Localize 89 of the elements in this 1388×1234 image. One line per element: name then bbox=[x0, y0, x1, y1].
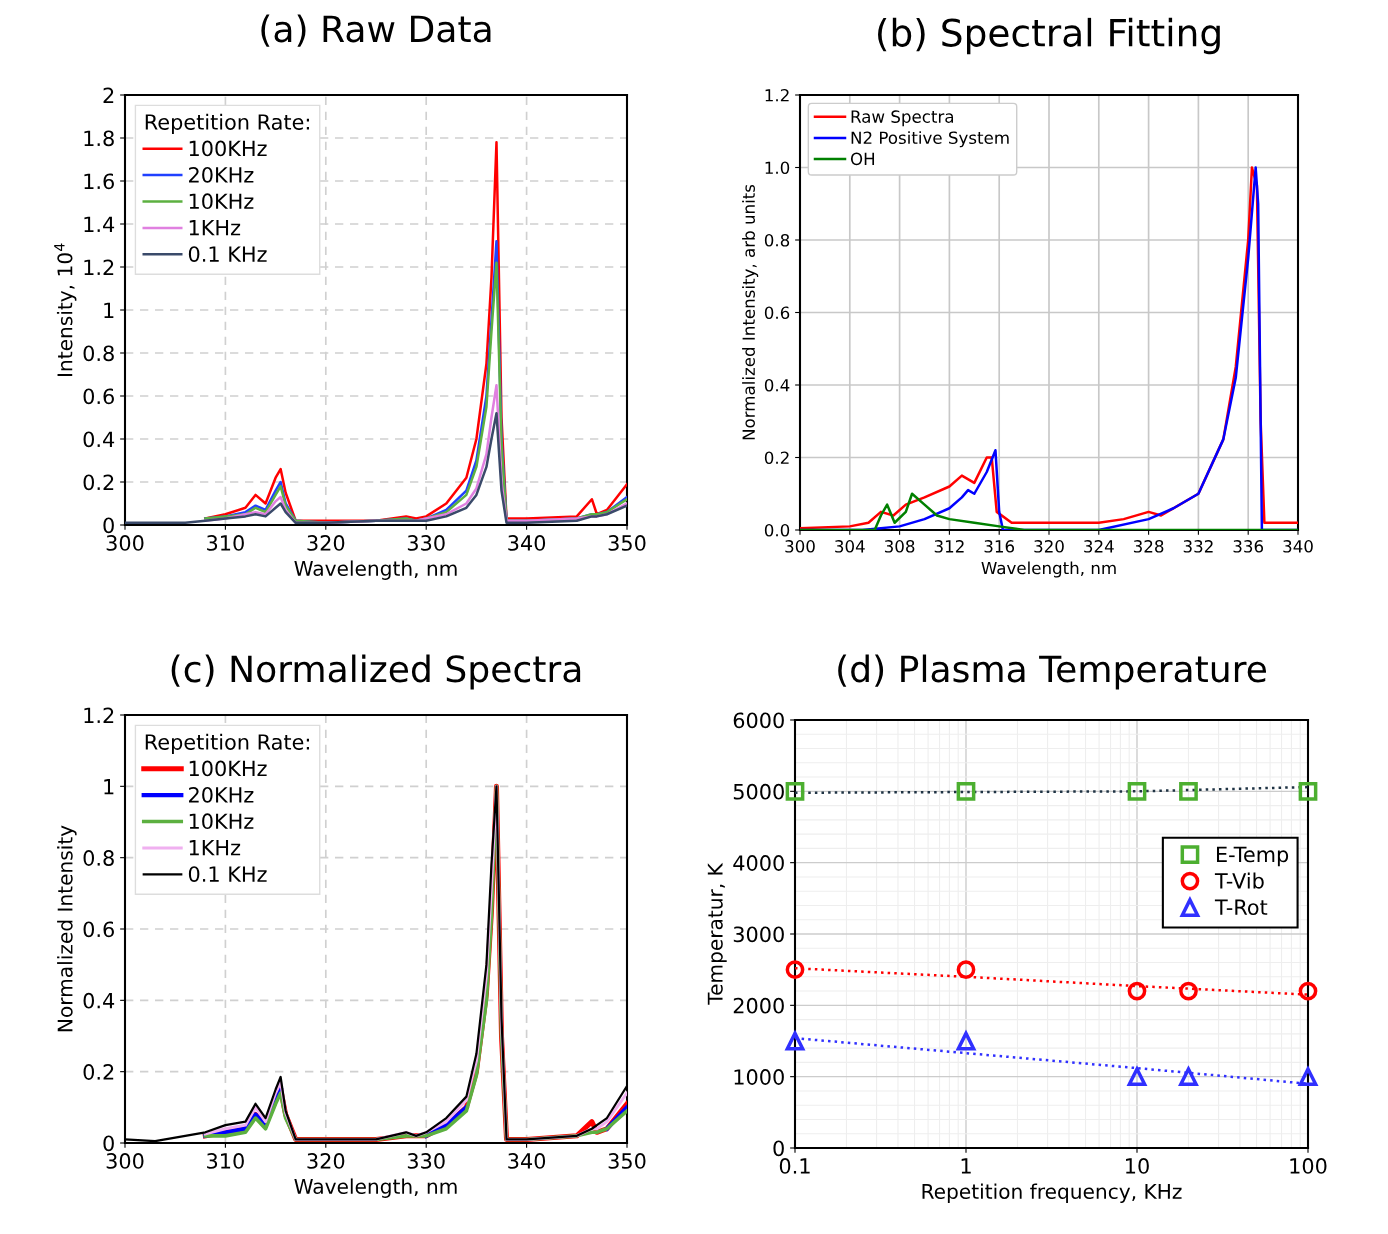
chart-title: (a) Raw Data bbox=[261, 14, 491, 47]
y-tick-label: 1.0 bbox=[765, 161, 790, 175]
legend-title: Repetition Rate: bbox=[145, 113, 309, 134]
legend-label: 1KHz bbox=[189, 220, 241, 236]
x-tick-label: 304 bbox=[835, 540, 865, 553]
legend-label: E-Temp bbox=[1216, 846, 1289, 867]
chart-title: (b) Spectral Fitting bbox=[878, 17, 1220, 55]
y-axis-title: Normalized Intensity, arb units bbox=[742, 184, 759, 440]
y-tick-label: 0.8 bbox=[83, 345, 114, 362]
legend-label: 0.1 KHz bbox=[188, 246, 267, 262]
legend-label: 10KHz bbox=[189, 193, 254, 210]
y-tick-label: 0.6 bbox=[83, 388, 114, 405]
legend-label: T-Vib bbox=[1214, 872, 1264, 889]
legend-label: 100KHz bbox=[189, 760, 267, 777]
x-tick-label: 324 bbox=[1084, 540, 1114, 553]
x-tick-label: 336 bbox=[1233, 540, 1264, 553]
x-tick-label: 320 bbox=[1034, 540, 1064, 553]
y-tick-label: 4000 bbox=[733, 855, 784, 871]
x-tick-label: 350 bbox=[608, 1153, 646, 1169]
x-tick-label: 330 bbox=[407, 1153, 445, 1169]
y-tick-label: 0.4 bbox=[83, 431, 115, 448]
x-tick-label: 316 bbox=[984, 540, 1015, 553]
x-tick-label: 310 bbox=[207, 1153, 244, 1169]
x-axis-title: Wavelength, nm bbox=[294, 560, 457, 580]
y-tick-label: 0.0 bbox=[764, 523, 790, 537]
legend-label: OH bbox=[850, 152, 875, 166]
y-tick-label: 0.6 bbox=[83, 921, 114, 938]
x-tick-label: 0.1 bbox=[779, 1158, 810, 1174]
y-tick-label: 0.6 bbox=[764, 306, 790, 320]
legend-label: T-Rot bbox=[1214, 899, 1268, 916]
x-tick-label: 340 bbox=[508, 1153, 546, 1169]
y-tick-label: 1.2 bbox=[84, 259, 114, 275]
y-tick-label: 5000 bbox=[733, 783, 784, 800]
legend-label: N2 Positive System bbox=[851, 131, 1009, 148]
y-tick-label: 1.8 bbox=[84, 130, 114, 147]
x-tick-label: 340 bbox=[508, 535, 546, 551]
legend-label: 20KHz bbox=[189, 786, 254, 803]
legend-label: 10KHz bbox=[189, 813, 254, 830]
y-tick-label: 0 bbox=[103, 1135, 114, 1152]
y-tick-label: 3000 bbox=[733, 926, 784, 943]
x-tick-label: 320 bbox=[307, 1153, 345, 1169]
y-tick-label: 0.4 bbox=[764, 378, 790, 392]
y-tick-label: 1 bbox=[104, 779, 114, 795]
x-tick-label: 300 bbox=[106, 535, 144, 551]
x-tick-label: 300 bbox=[106, 1153, 144, 1169]
y-tick-label: 6000 bbox=[733, 712, 784, 729]
x-tick-label: 100 bbox=[1290, 1158, 1327, 1174]
y-tick-label: 1.2 bbox=[765, 88, 789, 102]
y-tick-label: 1.4 bbox=[84, 216, 115, 232]
y-tick-label: 1000 bbox=[734, 1069, 784, 1085]
y-tick-label: 0.2 bbox=[83, 474, 114, 491]
x-tick-label: 1 bbox=[961, 1158, 971, 1174]
y-axis-title: Intensity, 10$^{4}$ bbox=[54, 243, 77, 376]
x-tick-label: 320 bbox=[307, 535, 345, 551]
x-tick-label: 340 bbox=[1283, 540, 1313, 553]
x-tick-label: 332 bbox=[1183, 540, 1213, 553]
y-tick-label: 0.8 bbox=[764, 233, 790, 247]
x-axis-title: Wavelength, nm bbox=[294, 1178, 457, 1198]
y-tick-label: 1.6 bbox=[84, 173, 114, 190]
y-tick-label: 2 bbox=[103, 87, 114, 103]
chart-title: (d) Plasma Temperature bbox=[838, 654, 1266, 690]
chart-title: (c) Normalized Spectra bbox=[171, 654, 581, 690]
x-tick-label: 10 bbox=[1126, 1158, 1149, 1174]
x-tick-label: 328 bbox=[1133, 540, 1164, 553]
y-axis-title: Temperatur, K bbox=[707, 862, 727, 1005]
y-tick-label: 2000 bbox=[733, 997, 784, 1014]
legend-label: 100KHz bbox=[189, 140, 267, 157]
y-tick-label: 0.2 bbox=[83, 1064, 114, 1080]
y-tick-label: 0.8 bbox=[83, 850, 114, 866]
y-axis-title: Normalized Intensity bbox=[57, 825, 77, 1032]
legend-label: 20KHz bbox=[189, 166, 254, 183]
x-tick-label: 310 bbox=[207, 535, 244, 551]
y-tick-label: 0 bbox=[103, 517, 114, 534]
x-tick-label: 350 bbox=[608, 535, 646, 551]
x-axis-title: Wavelength, nm bbox=[981, 561, 1116, 578]
y-tick-label: 0.2 bbox=[764, 451, 789, 465]
legend-label: 1KHz bbox=[189, 840, 241, 856]
y-tick-label: 0.4 bbox=[83, 992, 115, 1009]
legend-label: 0.1 KHz bbox=[188, 866, 267, 882]
y-tick-label: 0 bbox=[773, 1140, 784, 1157]
x-tick-label: 330 bbox=[407, 535, 445, 551]
x-axis-title: Repetition frequency, KHz bbox=[922, 1183, 1182, 1203]
y-tick-label: 1 bbox=[104, 302, 114, 318]
y-tick-label: 1.2 bbox=[84, 707, 114, 723]
x-tick-label: 300 bbox=[785, 540, 815, 553]
x-tick-label: 312 bbox=[934, 540, 964, 553]
legend-label: Raw Spectra bbox=[851, 110, 954, 127]
x-tick-label: 308 bbox=[884, 540, 915, 553]
legend-title: Repetition Rate: bbox=[145, 733, 309, 754]
